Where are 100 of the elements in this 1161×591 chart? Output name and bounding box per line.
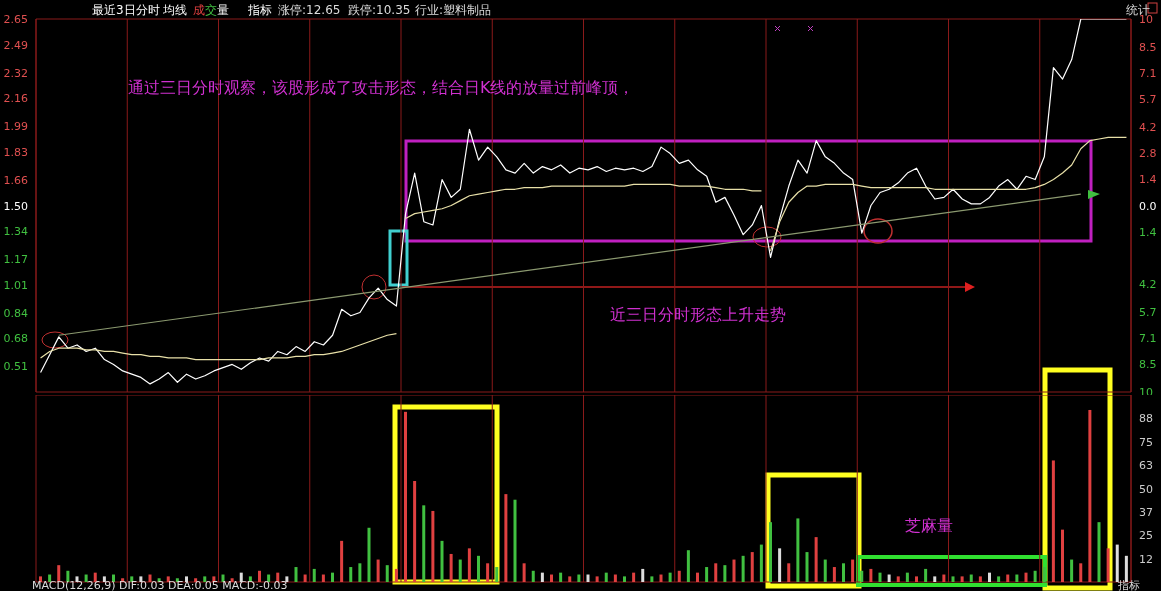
bar <box>887 574 891 582</box>
text: 行业:塑料制品 <box>415 3 492 17</box>
bar <box>1033 570 1037 582</box>
bar <box>349 567 353 582</box>
bar <box>568 576 572 582</box>
bar <box>139 576 143 582</box>
bar <box>641 568 645 582</box>
bar <box>586 574 590 582</box>
bar <box>467 548 471 582</box>
bar <box>686 550 690 582</box>
bar <box>1024 572 1028 582</box>
bar <box>632 572 636 582</box>
bar <box>860 570 864 582</box>
annotation: 近三日分时形态上升走势 <box>610 305 786 324</box>
bar <box>714 563 718 582</box>
y-tick-label: 2.32 <box>3 66 28 80</box>
bar <box>951 576 955 582</box>
bar <box>969 574 973 582</box>
y-tick-label: 1.50 <box>3 199 28 213</box>
bar <box>933 576 937 582</box>
bar <box>805 552 809 582</box>
bar <box>823 559 827 582</box>
bar <box>166 576 170 582</box>
y2-tick-label: 0.0 <box>1139 199 1157 213</box>
bar <box>613 574 617 582</box>
bar <box>1079 563 1083 582</box>
y-tick-label: 37 <box>1139 505 1153 519</box>
text: 均线 <box>162 3 187 17</box>
bar <box>997 576 1001 582</box>
y-tick-label: 0.51 <box>3 360 28 374</box>
bar <box>531 570 535 582</box>
bar <box>285 576 289 582</box>
bar <box>668 572 672 582</box>
bar <box>723 565 727 582</box>
y-tick-label: 1.66 <box>3 173 28 187</box>
bar <box>458 559 462 582</box>
line-series <box>404 183 763 220</box>
bar <box>102 576 106 582</box>
bar <box>340 540 344 582</box>
y-tick-label: 75 <box>1139 435 1153 449</box>
bar <box>495 567 499 582</box>
bar <box>623 576 626 582</box>
bar <box>358 563 362 582</box>
bar <box>194 578 198 582</box>
bar <box>705 567 709 582</box>
y-tick-label: 63 <box>1139 459 1153 473</box>
bar <box>48 574 52 582</box>
bar <box>522 563 526 582</box>
y2-tick-label: 4.2 <box>1139 121 1157 135</box>
y2-tick-label: 7.1 <box>1139 331 1157 345</box>
bar <box>750 552 754 582</box>
bar <box>650 576 654 582</box>
y2-tick-label: 5.7 <box>1139 93 1157 107</box>
line-series <box>39 333 398 361</box>
bar <box>486 563 490 582</box>
bar <box>778 548 782 582</box>
bar <box>559 572 563 582</box>
bar <box>796 518 800 582</box>
bar <box>978 576 982 582</box>
y-tick-label: 12 <box>1139 552 1153 566</box>
bar <box>988 572 991 582</box>
bar <box>1070 559 1074 582</box>
bar <box>1042 567 1046 582</box>
bar <box>595 576 599 582</box>
bar <box>915 576 918 582</box>
bar <box>504 494 508 582</box>
bar <box>39 576 42 582</box>
bar <box>66 570 70 582</box>
bar <box>84 574 88 582</box>
bar <box>303 574 307 582</box>
bar <box>832 567 836 582</box>
y-tick-label: 88 <box>1139 412 1153 426</box>
y2-tick-label: 1.4 <box>1139 225 1157 239</box>
bar <box>942 574 946 582</box>
annotation: 指标 <box>1117 579 1140 591</box>
text: 指标 <box>247 3 272 17</box>
y2-tick-label: 5.7 <box>1139 305 1157 319</box>
bar <box>677 570 681 582</box>
bar <box>842 563 845 582</box>
annotation: MACD(12,26,9) DIF:0.03 DEA:0.05 MACD:-0.03 <box>32 579 288 591</box>
line-series <box>39 19 1128 385</box>
y-tick-label: 50 <box>1139 482 1153 496</box>
bar <box>376 559 380 582</box>
bar <box>422 505 426 582</box>
bar <box>404 411 407 582</box>
bar <box>869 568 873 582</box>
bar <box>1015 574 1019 582</box>
bar <box>1006 574 1010 582</box>
y-tick-label: 0.68 <box>3 332 28 346</box>
bar <box>1115 544 1119 582</box>
y-tick-label: 2.49 <box>3 38 28 52</box>
bar <box>1106 548 1110 582</box>
bar <box>130 576 134 582</box>
bar <box>905 572 909 582</box>
bar <box>477 555 480 582</box>
bar <box>1088 409 1092 582</box>
bar <box>385 565 389 582</box>
bar <box>75 576 79 582</box>
bar <box>57 565 61 582</box>
bar <box>787 563 791 582</box>
